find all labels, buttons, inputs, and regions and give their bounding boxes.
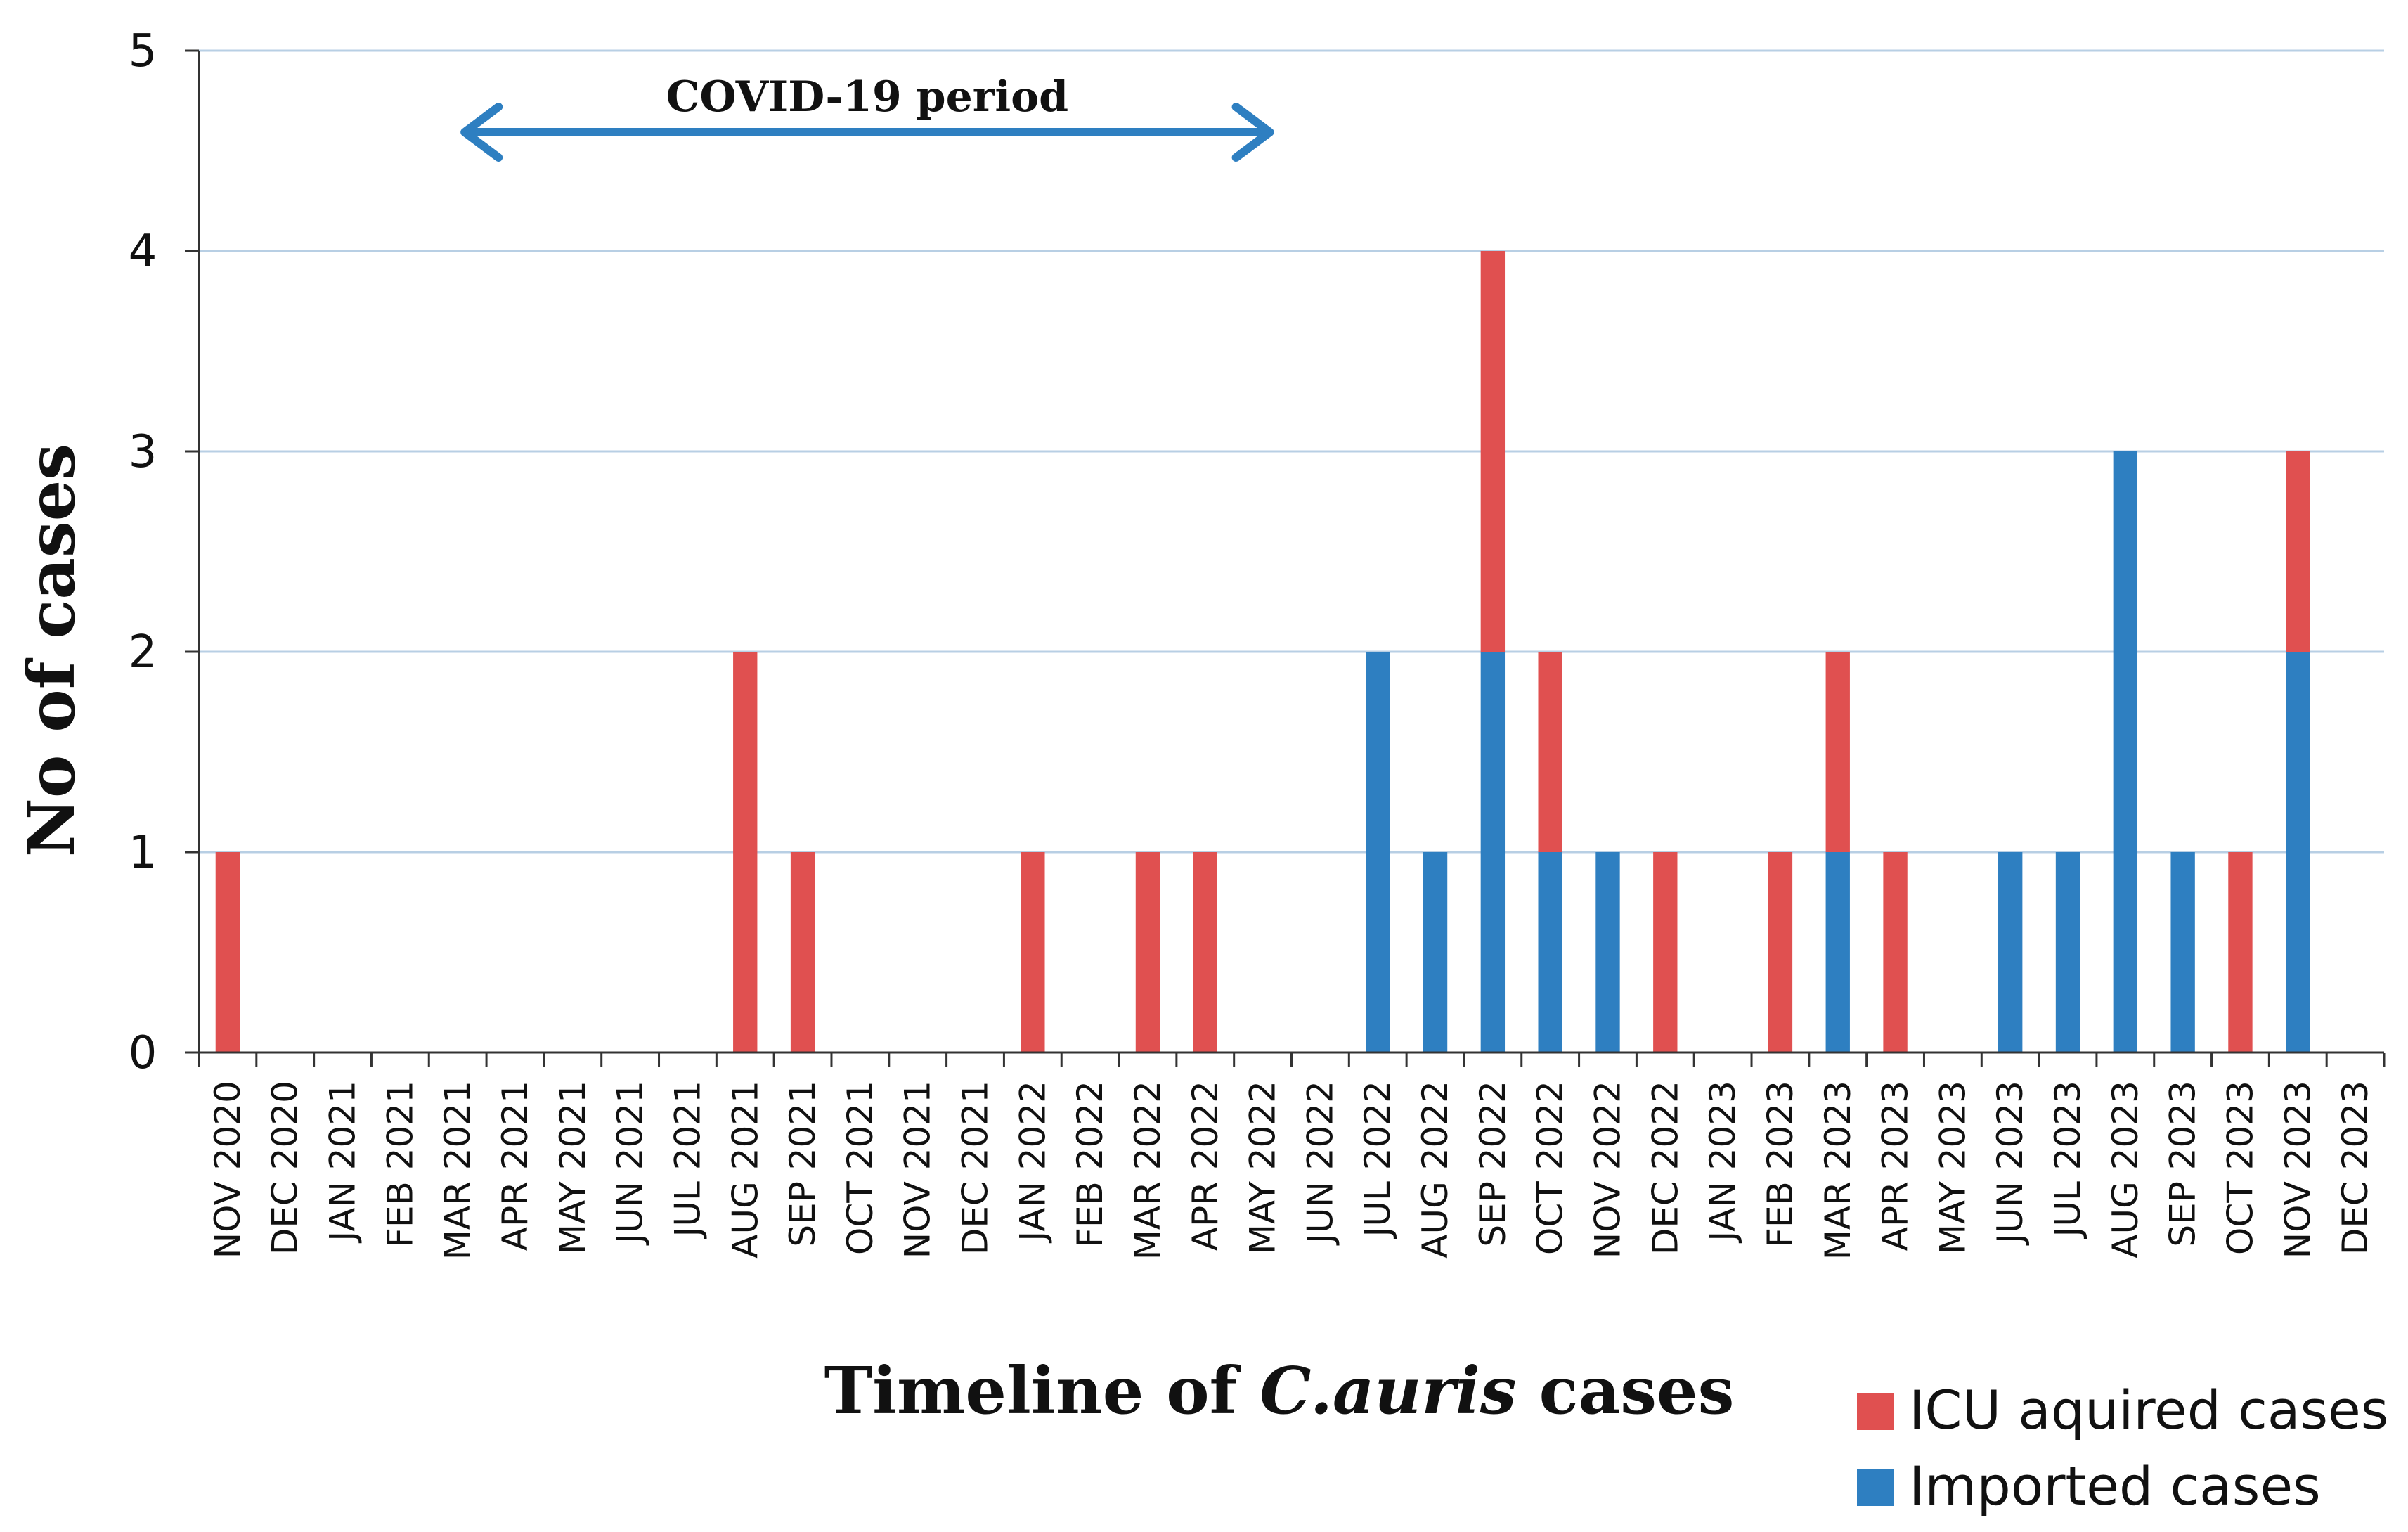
legend: ICU aquired cases Imported cases — [1857, 1379, 2388, 1517]
bar-imported-cases-aug-2023 — [2113, 451, 2138, 1053]
x-tick-label: MAY 2022 — [1243, 1081, 1283, 1254]
x-tick-label: JUL 2021 — [667, 1081, 708, 1239]
y-tick-label: 3 — [129, 426, 157, 478]
x-tick-label: JAN 2023 — [1702, 1081, 1743, 1244]
axes — [198, 51, 2386, 1067]
bar-imported-cases-jul-2022 — [1366, 652, 1390, 1053]
x-tick-label: APR 2022 — [1185, 1081, 1226, 1251]
bar-icu-aquired-cases-dec-2022 — [1653, 852, 1678, 1053]
x-tick-label: DEC 2022 — [1645, 1081, 1685, 1255]
covid-period-label: COVID-19 period — [666, 72, 1069, 122]
x-tick-label: JAN 2021 — [323, 1081, 363, 1244]
bar-icu-aquired-cases-apr-2022 — [1193, 852, 1217, 1053]
legend-label-icu-aquired-cases: ICU aquired cases — [1909, 1379, 2388, 1441]
bar-imported-cases-jul-2023 — [2055, 852, 2080, 1053]
bar-imported-cases-sep-2022 — [1480, 652, 1506, 1053]
y-tick-label: 1 — [129, 827, 157, 879]
bar-icu-aquired-cases-sep-2022 — [1480, 251, 1506, 652]
x-tick-label: JUN 2023 — [1990, 1081, 2031, 1246]
x-tick-label: MAR 2022 — [1127, 1081, 1168, 1260]
bar-icu-aquired-cases-nov-2023 — [2286, 451, 2310, 652]
x-tick-label: OCT 2021 — [840, 1081, 881, 1255]
bar-imported-cases-mar-2023 — [1825, 852, 1850, 1053]
x-tick-label: SEP 2021 — [782, 1081, 823, 1247]
x-tick-label: NOV 2021 — [898, 1081, 938, 1259]
x-tick-label: DEC 2020 — [265, 1081, 306, 1255]
bar-icu-aquired-cases-jan-2022 — [1021, 852, 1045, 1053]
x-axis-label-part-1: Timeline of — [824, 1353, 1260, 1429]
bars — [215, 251, 2310, 1053]
x-tick-label: DEC 2021 — [955, 1081, 996, 1255]
x-axis-label-part-2: C.auris — [1260, 1353, 1516, 1429]
x-tick-label: NOV 2023 — [2277, 1081, 2318, 1259]
bar-icu-aquired-cases-apr-2023 — [1883, 852, 1908, 1053]
bar-icu-aquired-cases-oct-2023 — [2228, 852, 2253, 1053]
x-tick-label: AUG 2021 — [725, 1081, 765, 1259]
x-tick-label: MAY 2021 — [552, 1081, 593, 1254]
y-tick-labels: 0 1 2 3 4 5 — [129, 25, 157, 1079]
y-tick-label: 4 — [129, 226, 157, 278]
x-tick-label: MAR 2021 — [437, 1081, 478, 1260]
legend-swatch-icu-aquired-cases — [1857, 1393, 1894, 1430]
bar-icu-aquired-cases-feb-2023 — [1768, 852, 1793, 1053]
x-tick-label: JUN 2022 — [1300, 1081, 1340, 1246]
legend-label-imported-cases: Imported cases — [1909, 1455, 2321, 1517]
x-axis-label: Timeline of C.auris cases — [824, 1353, 1735, 1429]
x-tick-label: SEP 2023 — [2163, 1081, 2203, 1247]
covid-period-annotation: COVID-19 period — [460, 72, 1274, 162]
x-tick-label: SEP 2022 — [1472, 1081, 1513, 1247]
bar-icu-aquired-cases-aug-2021 — [733, 652, 758, 1053]
bar-imported-cases-nov-2022 — [1595, 852, 1620, 1053]
x-tick-label: JUL 2023 — [2047, 1081, 2088, 1239]
x-tick-label: JUL 2022 — [1357, 1081, 1398, 1239]
bar-imported-cases-jun-2023 — [1998, 852, 2023, 1053]
x-tick-label: JAN 2022 — [1012, 1081, 1053, 1244]
x-tick-labels: NOV 2020 DEC 2020 JAN 2021 FEB 2021 MAR 2021… — [207, 1081, 2376, 1260]
x-tick-label: NOV 2020 — [207, 1081, 248, 1259]
x-tick-label: APR 2021 — [495, 1081, 536, 1251]
y-tick-label: 2 — [129, 626, 157, 678]
bar-imported-cases-aug-2022 — [1423, 852, 1448, 1053]
bar-icu-aquired-cases-sep-2021 — [790, 852, 815, 1053]
x-axis-label-part-3: cases — [1517, 1353, 1735, 1429]
x-tick-label: NOV 2022 — [1587, 1081, 1628, 1259]
y-axis-label: No of cases — [13, 444, 89, 857]
x-tick-label: FEB 2023 — [1760, 1081, 1801, 1248]
x-tick-label: APR 2023 — [1875, 1081, 1916, 1251]
bar-imported-cases-sep-2023 — [2170, 852, 2195, 1053]
x-tick-label: OCT 2022 — [1530, 1081, 1571, 1255]
bar-imported-cases-oct-2022 — [1538, 852, 1562, 1053]
x-tick-label: MAR 2023 — [1818, 1081, 1858, 1260]
x-tick-label: FEB 2021 — [380, 1081, 420, 1248]
bar-imported-cases-nov-2023 — [2286, 652, 2310, 1053]
x-tick-label: OCT 2023 — [2220, 1081, 2260, 1255]
bar-icu-aquired-cases-mar-2022 — [1135, 852, 1160, 1053]
legend-swatch-imported-cases — [1857, 1469, 1894, 1506]
x-tick-label: DEC 2023 — [2335, 1081, 2376, 1255]
bar-icu-aquired-cases-oct-2022 — [1538, 652, 1562, 852]
covid-period-arrow-right-head — [1231, 103, 1274, 162]
y-tick-label: 0 — [129, 1027, 157, 1079]
x-tick-label: MAY 2023 — [1932, 1081, 1973, 1254]
x-tick-label: FEB 2022 — [1070, 1081, 1111, 1248]
x-tick-label: AUG 2022 — [1415, 1081, 1456, 1259]
x-tick-label: AUG 2023 — [2105, 1081, 2146, 1259]
covid-period-arrow-left-head — [460, 103, 503, 162]
gridlines — [185, 49, 2384, 1054]
bar-icu-aquired-cases-nov-2020 — [215, 852, 240, 1053]
bar-icu-aquired-cases-mar-2023 — [1825, 652, 1850, 852]
x-tick-label: JUN 2021 — [610, 1081, 651, 1246]
y-tick-label: 5 — [129, 25, 157, 77]
